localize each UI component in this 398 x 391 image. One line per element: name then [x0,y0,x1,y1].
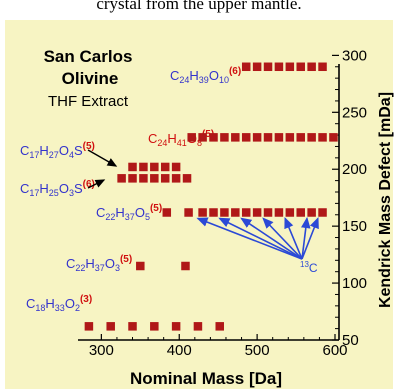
data-point [252,208,262,217]
formula-label: C18​H33​O2​(3) [26,294,92,313]
x-tick-label: 500 [245,342,270,359]
data-point [274,133,284,142]
y-tick-label: 300 [342,47,367,64]
data-point [128,322,137,331]
data-point [139,162,148,172]
data-point [160,174,170,183]
label-pointer [87,149,118,167]
data-point [241,62,251,72]
data-point [285,133,295,142]
isotope-arrow [262,217,303,260]
data-point [231,133,240,142]
chart-title-line: Olivine [62,69,119,88]
data-point [128,174,137,183]
data-point [231,208,240,217]
data-point [318,62,327,72]
data-point [84,322,94,331]
data-point [162,208,172,217]
data-point [171,162,181,172]
data-point [150,162,159,172]
data-point [150,322,159,331]
data-point [307,62,316,72]
data-point [182,174,192,183]
label-pointer [87,179,106,189]
isotope-arrows [87,149,319,260]
data-point [274,62,284,72]
x-tick-label: 300 [89,342,114,359]
chart-title-line: San Carlos [44,47,133,66]
x-axis-title: Nominal Mass [Da] [130,369,282,388]
plot-labels: Nominal Mass [Da] Kendrick Mass Defect [m… [20,47,394,388]
formula-label: C17​H27​O4​S(5) [20,141,95,160]
y-tick-label: 150 [342,218,367,235]
isotope-label: 13C [300,260,318,275]
isotope-arrow [301,216,311,260]
data-point [171,174,181,183]
formula-label: C22​H37​O3​(5) [66,254,132,273]
data-point [241,208,251,217]
data-point [150,174,159,183]
data-point [274,208,284,217]
x-tick-label: 400 [167,342,192,359]
isotope-arrow [240,217,303,260]
y-tick-label: 100 [342,275,367,292]
formula-label: C17​H25​O3​S(6) [20,179,95,198]
formula-label: C24​H39​O10​(6) [170,66,241,85]
x-tick-label: 600 [322,342,347,359]
data-point [263,133,273,142]
y-tick-label: 200 [342,161,367,178]
isotope-arrow [196,217,303,260]
data-point [193,322,203,331]
data-point [128,162,137,172]
data-point [318,133,327,142]
y-tick-label: 50 [342,332,359,349]
data-point [106,322,115,331]
data-point [220,133,229,142]
data-point [285,62,295,72]
data-point [198,133,207,142]
data-point [198,208,207,217]
data-point [187,133,196,142]
caption-text: crystal from the upper mantle. [96,0,302,13]
data-point [252,62,262,72]
plot-markers [84,62,338,331]
data-point [296,133,305,142]
data-point [296,208,305,217]
formula-label: C22​H37​O5​(5) [96,203,162,222]
isotope-arrow [301,217,319,260]
data-point [307,133,316,142]
data-point [136,261,145,271]
data-point [215,322,224,331]
data-point [263,62,273,72]
data-point [209,208,218,217]
isotope-arrow [284,217,303,260]
data-point [160,162,170,172]
data-point [285,208,295,217]
data-point [139,174,148,183]
data-point [241,133,251,142]
data-point [171,322,181,331]
y-tick-label: 250 [342,104,367,121]
data-point [329,133,338,142]
data-point [318,208,327,217]
data-point [209,133,218,142]
data-point [296,62,305,72]
data-point [263,208,273,217]
isotope-arrow [218,217,303,260]
data-point [117,174,126,183]
data-point [184,208,193,217]
chart-title-line: THF Extract [48,93,129,110]
data-point [252,133,262,142]
data-point [220,208,229,217]
y-axis-title: Kendrick Mass Defect [mDa] [377,92,394,308]
data-point [181,261,190,271]
data-point [307,208,316,217]
